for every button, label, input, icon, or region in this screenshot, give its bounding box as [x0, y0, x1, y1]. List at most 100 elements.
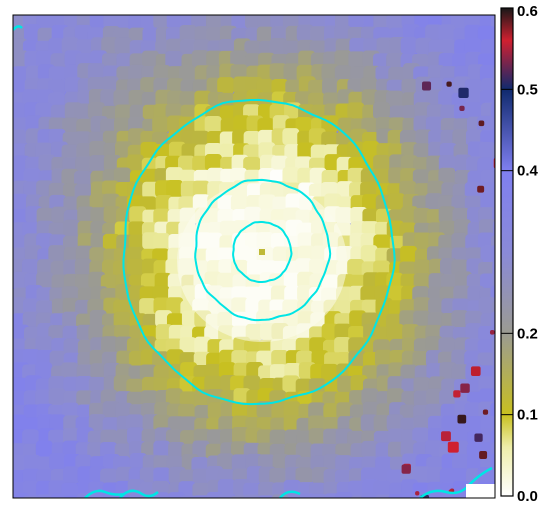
map-cell — [141, 92, 159, 110]
map-cell — [310, 26, 328, 44]
map-cell — [22, 480, 40, 498]
map-cell — [412, 169, 430, 187]
map-cell — [466, 454, 484, 472]
map-cell — [75, 245, 93, 263]
map-cell — [140, 77, 158, 95]
map-speckle — [482, 409, 489, 415]
map-cell — [425, 440, 443, 458]
map-cell — [438, 167, 456, 185]
map-cell — [451, 310, 469, 328]
map-cell — [101, 180, 119, 198]
map-cell — [374, 349, 392, 367]
map-cell — [129, 453, 147, 471]
map-cell — [22, 495, 39, 498]
colorbar-tick-label: 0.6 — [517, 3, 538, 20]
map-cell — [477, 232, 495, 250]
map-cell — [139, 467, 157, 485]
map-cell — [88, 376, 106, 394]
map-speckle — [470, 366, 481, 376]
map-cell — [62, 325, 80, 343]
map-cell — [413, 297, 431, 315]
map-cell — [217, 479, 235, 497]
map-cell — [232, 427, 250, 445]
map-cell — [63, 466, 81, 484]
map-cell — [22, 349, 40, 367]
map-cell — [464, 24, 482, 42]
map-cell — [426, 363, 444, 381]
map-cell — [492, 467, 495, 484]
map-cell — [256, 26, 274, 44]
map-cell — [413, 143, 431, 161]
map-cell — [321, 323, 339, 341]
map-speckle — [415, 491, 420, 496]
map-cell — [413, 377, 431, 395]
map-cell — [361, 89, 379, 107]
map-cell — [348, 51, 366, 69]
map-speckle — [474, 433, 483, 442]
map-cell — [140, 15, 158, 30]
map-cell — [113, 311, 131, 329]
map-cell — [243, 156, 261, 174]
map-cell — [218, 362, 236, 380]
map-cell — [283, 401, 301, 419]
map-cell — [347, 102, 365, 120]
map-cell — [36, 233, 54, 251]
map-cell — [360, 168, 378, 186]
map-cell — [322, 78, 340, 96]
map-cell — [35, 494, 53, 498]
map-speckle — [458, 87, 469, 99]
map-cell — [233, 388, 251, 406]
map-cell — [114, 117, 132, 135]
map-cell — [480, 39, 495, 57]
map-cell — [128, 64, 146, 82]
map-cell — [440, 104, 458, 122]
map-cell — [116, 207, 134, 225]
map-cell — [334, 65, 352, 83]
map-cell — [153, 208, 171, 226]
map-cell — [478, 297, 495, 315]
map-cell — [438, 24, 456, 42]
map-cell — [48, 37, 66, 55]
map-cell — [35, 440, 53, 458]
map-speckle — [401, 464, 411, 474]
map-cell — [192, 440, 210, 458]
map-cell — [478, 325, 495, 343]
map-cell — [257, 495, 275, 498]
map-cell — [13, 129, 27, 147]
contour-fragment — [419, 466, 493, 498]
map-cell — [13, 209, 29, 227]
map-cell — [388, 285, 406, 303]
map-cell — [438, 39, 456, 57]
map-cell — [179, 65, 197, 83]
map-cell — [375, 494, 393, 498]
map-cell — [114, 37, 132, 55]
map-cell — [373, 15, 391, 30]
map-cell — [478, 141, 495, 159]
map-cell — [295, 117, 313, 135]
map-cell — [335, 492, 353, 498]
contour-middle — [194, 178, 332, 322]
colorbar-tick-label: 0.0 — [517, 488, 538, 505]
map-cell — [309, 493, 327, 498]
map-cell — [102, 233, 120, 251]
map-cell — [373, 414, 391, 432]
map-cell — [492, 143, 495, 161]
map-cell — [334, 25, 352, 43]
map-cell — [415, 37, 433, 55]
map-cell — [426, 388, 444, 406]
colorbar-tick-label: 0.5 — [517, 81, 538, 98]
map-cell — [334, 50, 352, 68]
map-cell — [348, 350, 366, 368]
map-cell — [13, 492, 29, 498]
map-cell — [479, 388, 495, 406]
map-cell — [49, 350, 67, 368]
map-cell — [426, 494, 444, 498]
map-cell — [269, 63, 287, 81]
map-cell — [464, 182, 482, 200]
map-cell — [35, 336, 53, 354]
map-cell — [386, 90, 404, 108]
map-cell — [23, 168, 41, 186]
map-frame — [12, 14, 496, 499]
map-cell — [49, 453, 67, 471]
map-cell — [113, 167, 131, 185]
